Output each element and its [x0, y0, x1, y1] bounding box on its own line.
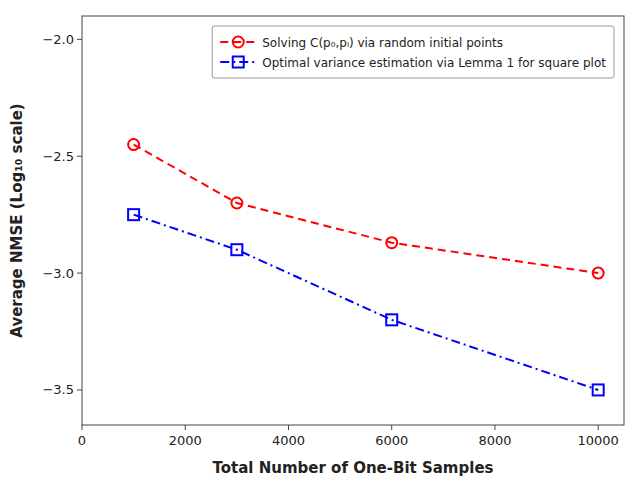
x-tick: [82, 425, 83, 430]
point: [128, 139, 139, 150]
y-axis-label: Average NMSE (Log₁₀ scale): [8, 103, 26, 337]
legend: Solving C(p₀,pₗ) via random initial poin…: [212, 26, 614, 78]
x-axis-label: Total Number of One-Bit Samples: [213, 459, 494, 477]
y-tick-label: −2.0: [42, 32, 74, 47]
legend-item: Solving C(p₀,pₗ) via random initial poin…: [220, 36, 503, 50]
legend-swatch: [220, 61, 256, 63]
legend-box: [212, 26, 614, 78]
x-tick-label: 8000: [478, 433, 511, 448]
x-tick: [185, 425, 186, 430]
y-tick: [77, 39, 82, 40]
series-line: [134, 215, 599, 390]
legend-label: Optimal variance estimation via Lemma 1 …: [262, 56, 606, 70]
background: [0, 0, 640, 487]
y-tick: [77, 389, 82, 390]
legend-marker: [233, 57, 244, 68]
x-tick-label: 10000: [578, 433, 619, 448]
plot-frame: [82, 16, 624, 425]
x-tick: [391, 425, 392, 430]
axes: 0 2000 4000 6000 8000 10000 −3.5 −3.0 −2.5 −2.0: [42, 32, 618, 448]
series-line: [134, 145, 599, 274]
legend-item: Optimal variance estimation via Lemma 1 …: [220, 56, 606, 70]
x-tick: [288, 425, 289, 430]
y-tick: [77, 273, 82, 274]
point: [386, 237, 397, 248]
y-tick-label: −3.5: [42, 382, 74, 397]
x-tick: [598, 425, 599, 430]
y-tick-label: −2.5: [42, 149, 74, 164]
point: [593, 268, 604, 279]
legend-marker: [233, 37, 244, 48]
point: [386, 314, 397, 325]
point: [231, 244, 242, 255]
y-tick: [77, 156, 82, 157]
x-tick-label: 4000: [272, 433, 305, 448]
point: [231, 197, 242, 208]
point: [593, 384, 604, 395]
legend-label: Solving C(p₀,pₗ) via random initial poin…: [262, 36, 503, 50]
x-tick-label: 6000: [375, 433, 408, 448]
x-tick-label: 2000: [169, 433, 202, 448]
point: [128, 209, 139, 220]
legend-swatch: [220, 41, 256, 43]
data: [128, 139, 604, 395]
x-tick: [494, 425, 495, 430]
x-tick-label: 0: [78, 433, 86, 448]
chart: 0 2000 4000 6000 8000 10000 −3.5 −3.0 −2.5 −2.0 To…: [0, 0, 640, 487]
y-tick-label: −3.0: [42, 266, 74, 281]
